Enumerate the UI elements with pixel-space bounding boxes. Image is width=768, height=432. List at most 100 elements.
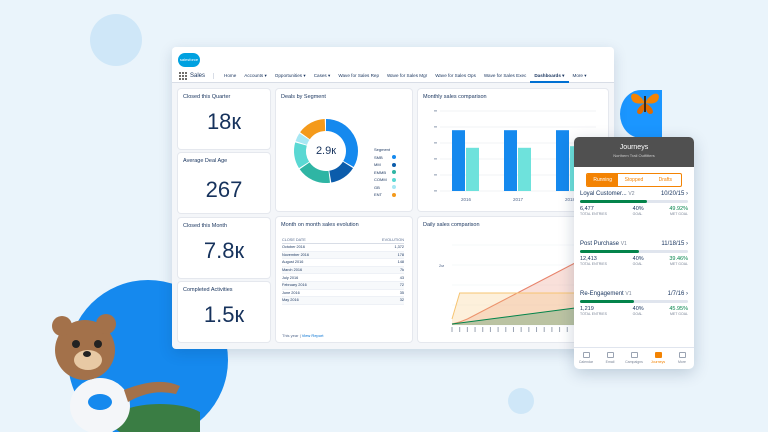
tab-bar-email[interactable]: Email — [598, 348, 622, 369]
kpi-card-completed-activities[interactable]: Completed Activities 1.5к — [178, 282, 270, 342]
salesforce-logo[interactable]: salesforce — [178, 53, 200, 67]
kpi-title: Average Deal Age — [183, 158, 228, 164]
table-row[interactable]: July 2016 43 — [282, 273, 404, 282]
kpi-title: Closed this Quarter — [183, 94, 231, 100]
donut-slice-comm[interactable] — [294, 142, 310, 169]
journey-progress-bar — [580, 300, 688, 303]
journey-version: V1 — [625, 291, 632, 297]
table-row[interactable]: August 2016 148 — [282, 258, 404, 267]
tab-bar-calendar[interactable]: Calendar — [574, 348, 598, 369]
met-goal: 49.92% MET GOAL — [669, 206, 688, 216]
area-series-1[interactable] — [452, 251, 598, 325]
bar-2016-series-2[interactable] — [466, 147, 479, 191]
x-tick-mark — [543, 327, 545, 332]
nav-item-wave-for-sales-mgr[interactable]: Wave for Sales Mgr — [387, 72, 428, 78]
donut-slice-gb[interactable] — [295, 133, 310, 145]
legend-item-gb: GB — [374, 185, 396, 190]
nav-more[interactable]: More ▾ — [572, 72, 587, 78]
total-entries: 12,413 TOTAL ENTRIES — [580, 256, 607, 266]
evolution-cell: 1,372 — [349, 243, 404, 252]
x-tick-mark — [559, 327, 561, 332]
column-header[interactable]: EVOLUTION — [349, 237, 404, 244]
donut-slice-emmb[interactable] — [299, 162, 331, 183]
nav-item-home[interactable]: Home — [224, 72, 237, 78]
journey-item[interactable]: Loyal Customer... V2 10/20/15 › 6,477 TOTAL… — [580, 191, 688, 216]
column-header[interactable]: CLOSE DATE — [282, 237, 350, 244]
chevron-down-icon[interactable]: ▾ — [560, 72, 565, 78]
line-series-1[interactable] — [451, 250, 599, 325]
journey-name: Loyal Customer... — [580, 191, 627, 197]
phone-header: Journeys Northern Trail Outfitters — [574, 137, 694, 167]
table-row[interactable]: November 2016 178 — [282, 251, 404, 260]
table-row[interactable]: February 2016 72 — [282, 281, 404, 290]
chevron-right-icon[interactable]: › — [686, 191, 688, 197]
chevron-down-icon[interactable]: ▾ — [302, 72, 306, 78]
nav-item-dashboards[interactable]: Dashboards ▾ — [530, 69, 569, 83]
nav-item-wave-for-sales-exec[interactable]: Wave for Sales Exec — [483, 72, 527, 78]
chevron-down-icon[interactable]: ▾ — [263, 72, 267, 78]
bar-2017-series-1[interactable] — [504, 130, 517, 191]
kpi-title: Completed Activities — [183, 287, 233, 293]
nav-item-accounts[interactable]: Accounts ▾ — [244, 72, 267, 78]
tab-drafts[interactable]: Drafts — [658, 177, 672, 183]
mobile-journeys-app: Journeys Northern Trail Outfitters Runni… — [574, 137, 694, 369]
evolution-cell: 72 — [349, 281, 404, 290]
legend-swatch — [392, 177, 396, 182]
nav-item-wave-for-sales-ops[interactable]: Wave for Sales Ops — [435, 72, 476, 78]
x-tick-mark — [474, 327, 476, 332]
line-series-2[interactable] — [451, 292, 598, 320]
table-row[interactable]: May 2016 32 — [282, 296, 404, 305]
campaigns-icon — [630, 352, 638, 358]
x-tick-mark — [482, 327, 484, 332]
chevron-right-icon[interactable]: › — [686, 241, 688, 247]
nav-item-wave-for-sales-rep[interactable]: Wave for Sales Rep — [338, 72, 380, 78]
journey-date: 1/7/16 — [667, 291, 685, 297]
bar-2018-series-1[interactable] — [556, 130, 569, 191]
y-tick-mark — [434, 110, 437, 112]
nav-item-opportunities[interactable]: Opportunities ▾ — [274, 72, 306, 78]
table-row[interactable]: October 2016 1,372 — [282, 243, 404, 252]
table-row[interactable]: March 2016 7k — [282, 266, 404, 275]
view-report-link[interactable]: View Report — [301, 333, 324, 338]
app-launcher-icon[interactable] — [179, 71, 187, 80]
journeys-icon — [654, 352, 662, 358]
deals-by-segment-card[interactable]: Deals by Segment 2.9к Segment SMB MM EMMB C… — [276, 89, 412, 211]
kpi-card-closed-quarter[interactable]: Closed this Quarter 18к — [178, 89, 270, 149]
bar-2016-series-1[interactable] — [452, 130, 465, 191]
close-date-cell: May 2016 — [282, 296, 350, 305]
chevron-right-icon[interactable]: › — [686, 291, 688, 297]
kpi-value: 18к — [206, 109, 242, 134]
donut-slice-smb[interactable] — [326, 119, 358, 168]
journey-version: V2 — [628, 191, 635, 197]
kpi-value: 1.5к — [203, 302, 245, 327]
tab-bar-journeys[interactable]: Journeys — [646, 348, 670, 369]
journey-item[interactable]: Post Purchase V1 11/18/15 › 12,413 TOTAL EN… — [580, 241, 688, 266]
donut-slice-ent[interactable] — [300, 119, 326, 140]
evolution-table: CLOSE DATE EVOLUTION October 2016 1,372 No… — [282, 237, 404, 305]
bar-2017-series-2[interactable] — [518, 147, 531, 191]
legend-item-comm: COMM — [374, 177, 396, 182]
close-date-cell: August 2016 — [282, 258, 350, 267]
table-row[interactable]: June 2016 35 — [282, 289, 404, 298]
kpi-card-average-deal-age[interactable]: Average Deal Age 267 — [178, 153, 270, 213]
donut-slice-mm[interactable] — [329, 161, 354, 183]
goal: 40% GOAL — [632, 206, 644, 216]
chevron-down-icon[interactable]: ▾ — [326, 72, 331, 78]
tab-running[interactable]: Running — [587, 174, 619, 186]
legend-swatch — [392, 185, 396, 189]
phone-subtitle: Northern Trail Outfitters — [613, 153, 655, 158]
month-evolution-card[interactable]: Month on month sales evolution CLOSE DAT… — [276, 217, 412, 342]
journey-name: Re-Engagement — [580, 291, 624, 297]
journey-item[interactable]: Re-Engagement V1 1/7/16 › 1,219 TOTAL ENTRI… — [580, 291, 688, 316]
tab-stopped[interactable]: Stopped — [624, 177, 644, 183]
tab-bar-campaigns[interactable]: Campaigns — [622, 348, 646, 369]
area-series-2[interactable] — [452, 293, 598, 325]
total-entries: 6,477 TOTAL ENTRIES — [580, 206, 607, 216]
line-series-3[interactable] — [451, 304, 599, 325]
kpi-card-closed-month[interactable]: Closed this Month 7.8к — [178, 218, 270, 278]
nav-item-cases[interactable]: Cases ▾ — [313, 72, 331, 78]
phone-title: Journeys — [619, 144, 649, 151]
close-date-cell: February 2016 — [282, 281, 350, 290]
tab-bar-more[interactable]: More — [670, 348, 694, 369]
goal: 40% GOAL — [632, 256, 644, 266]
